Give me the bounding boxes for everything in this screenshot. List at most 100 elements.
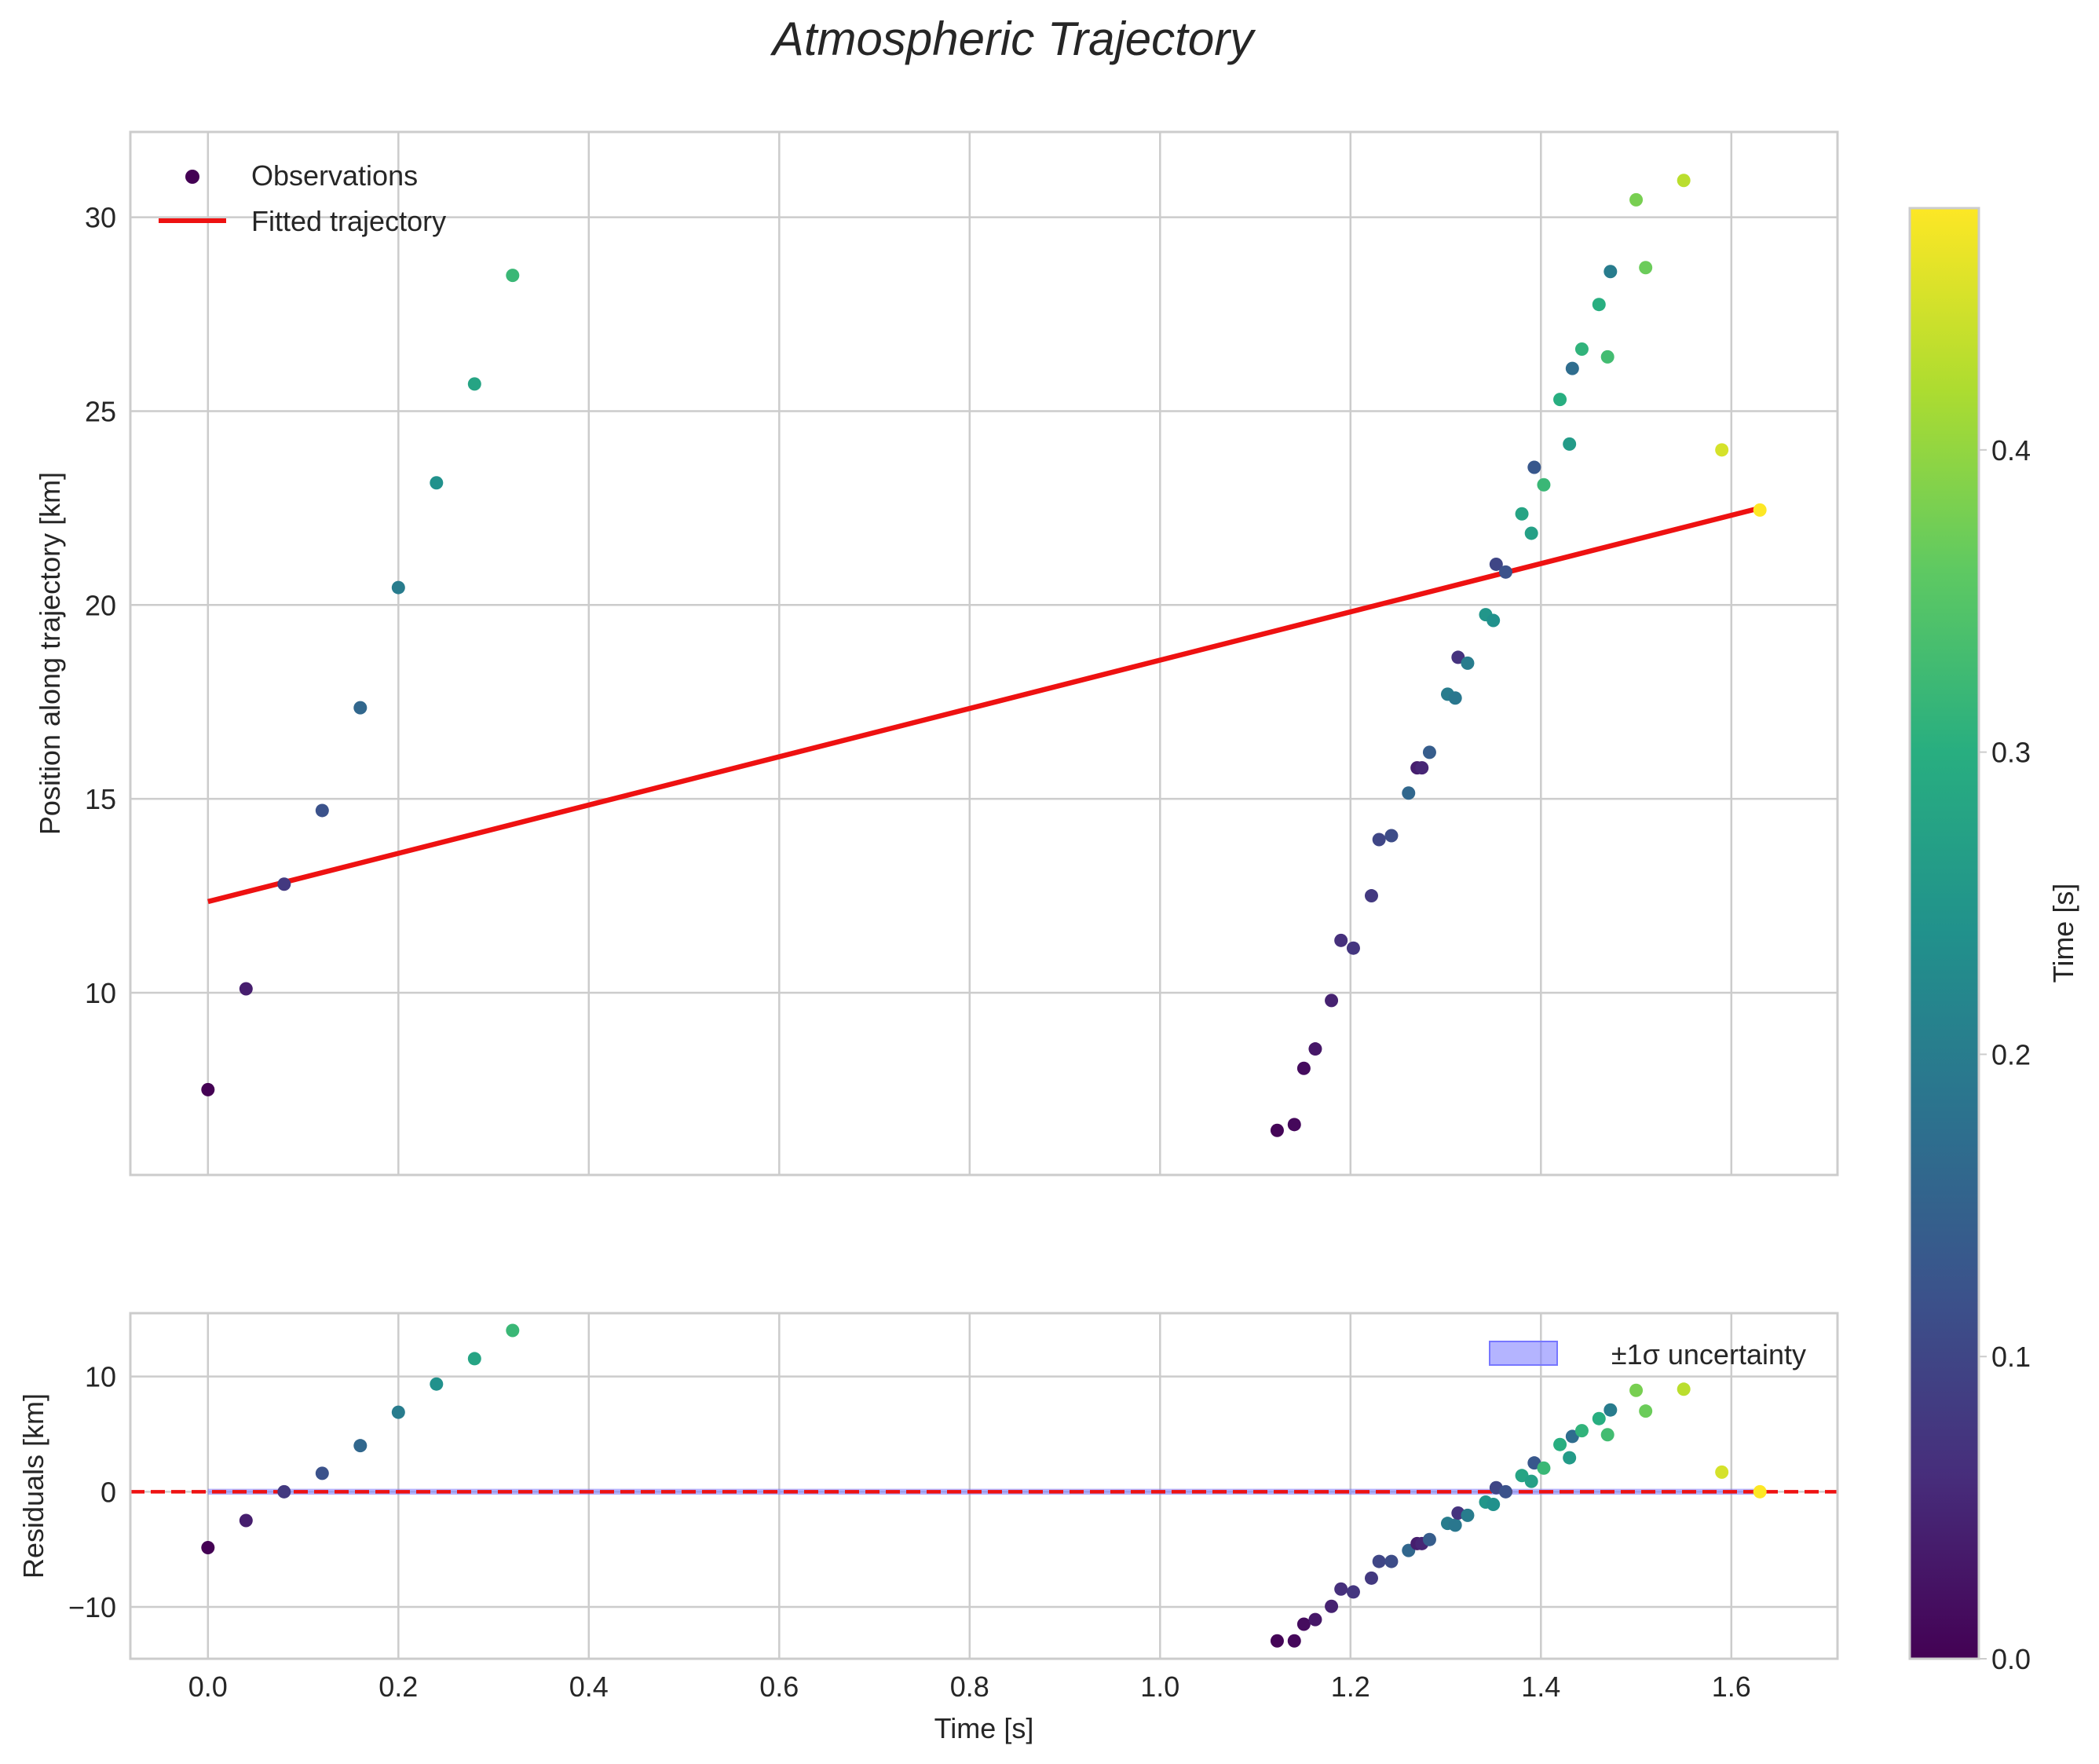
colorbar-tick-label: 0.4 — [1991, 434, 2031, 467]
observation-point — [1372, 833, 1386, 847]
observation-point — [277, 877, 291, 891]
residual-point — [430, 1377, 444, 1391]
observation-point — [1565, 361, 1579, 375]
x-tick-label: 0.2 — [378, 1671, 418, 1703]
x-tick-label: 0.8 — [950, 1671, 989, 1703]
observation-point — [467, 377, 481, 391]
residual-point — [1325, 1599, 1339, 1613]
observation-point — [1527, 460, 1541, 474]
legend-fit-label: Fitted trajectory — [251, 205, 446, 237]
uncertainty-band-area — [207, 1488, 1761, 1495]
observation-point — [1325, 994, 1339, 1008]
observation-point — [1600, 350, 1614, 364]
observation-point — [353, 701, 368, 715]
legend-observations-marker — [185, 170, 199, 184]
observation-point — [1270, 1123, 1284, 1137]
residual-point — [1753, 1484, 1767, 1499]
residuals-y-tick-label: 10 — [85, 1361, 116, 1393]
observation-point — [1334, 933, 1348, 947]
observation-point — [1287, 1118, 1301, 1132]
colorbar: 0.0 0.1 0.2 0.3 0.4 Time [s] — [1908, 207, 2079, 1675]
residuals-gridlines — [130, 1313, 1838, 1659]
legend-uncertainty-swatch — [1489, 1341, 1558, 1366]
residual-point — [1384, 1554, 1399, 1568]
residual-point — [239, 1513, 253, 1528]
main-legend: Observations Fitted trajectory — [159, 159, 446, 237]
observation-point — [1629, 192, 1644, 207]
residual-points — [201, 1323, 1767, 1648]
x-tick-label: 1.4 — [1521, 1671, 1560, 1703]
main-panel: 10 15 20 25 30 Position along trajectory [km… — [34, 130, 1839, 1177]
main-y-tick-label: 30 — [85, 202, 116, 234]
fitted-trajectory-line — [207, 505, 1761, 905]
observation-point — [1677, 174, 1691, 188]
residual-point — [1334, 1582, 1348, 1596]
residual-point — [1592, 1411, 1606, 1425]
residual-point — [1287, 1634, 1301, 1648]
residual-point — [1372, 1554, 1386, 1568]
observation-point — [1563, 437, 1577, 451]
x-axis-label: Time [s] — [934, 1712, 1034, 1744]
residual-point — [1422, 1532, 1436, 1546]
observation-point — [1448, 691, 1462, 705]
observation-point — [1296, 1061, 1311, 1075]
observation-point — [1537, 478, 1551, 492]
observation-point — [430, 476, 444, 490]
colorbar-tick-labels: 0.0 0.1 0.2 0.3 0.4 — [1979, 434, 2031, 1675]
fitted-trajectory — [207, 505, 1761, 905]
residual-point — [1498, 1484, 1512, 1499]
residuals-panel: −10 0 10 0.0 0.2 0.4 0.6 0.8 1.0 1.2 1.4 1.6 Resid… — [17, 1312, 1839, 1744]
observation-point — [1639, 261, 1653, 275]
observation-point — [1489, 557, 1503, 571]
legend-uncertainty-label: ±1σ uncertainty — [1611, 1338, 1806, 1371]
residuals-axes-frame — [129, 1312, 1839, 1660]
residual-point — [1553, 1437, 1567, 1451]
residual-point — [1574, 1424, 1589, 1438]
main-axes-frame — [129, 130, 1839, 1177]
observation-point — [1604, 265, 1618, 279]
main-y-tick-label: 10 — [85, 977, 116, 1009]
main-y-tick-label: 20 — [85, 589, 116, 621]
observation-point — [1422, 745, 1436, 759]
residuals-y-tick-label: 0 — [101, 1476, 116, 1508]
x-tick-labels: 0.0 0.2 0.4 0.6 0.8 1.0 1.2 1.4 1.6 — [188, 1671, 1751, 1703]
observation-point — [1553, 393, 1567, 407]
residual-point — [1364, 1571, 1378, 1585]
colorbar-tick-label: 0.1 — [1991, 1341, 2031, 1373]
residual-point — [201, 1540, 215, 1554]
residual-point — [1524, 1474, 1538, 1488]
residual-point — [1629, 1383, 1644, 1397]
residual-point — [1677, 1382, 1691, 1396]
residuals-y-tick-labels: −10 0 10 — [68, 1361, 116, 1623]
residual-point — [1308, 1612, 1322, 1627]
x-tick-label: 1.6 — [1712, 1671, 1751, 1703]
residual-point — [277, 1484, 291, 1499]
residual-point — [391, 1405, 405, 1419]
residual-point — [1600, 1428, 1614, 1442]
chart-title: Atmospheric Trajectory — [770, 13, 1256, 65]
residual-point — [1346, 1585, 1360, 1599]
observation-point — [1753, 503, 1767, 517]
observation-point — [1364, 889, 1378, 903]
main-y-tick-label: 15 — [85, 783, 116, 815]
residual-point — [1270, 1634, 1284, 1648]
main-y-tick-labels: 10 15 20 25 30 — [85, 202, 116, 1009]
residual-point — [1604, 1403, 1618, 1417]
x-tick-label: 0.4 — [569, 1671, 609, 1703]
residual-point — [1563, 1451, 1577, 1465]
colorbar-tick-label: 0.2 — [1991, 1038, 2031, 1070]
observation-point — [1515, 507, 1529, 521]
residual-point — [353, 1439, 368, 1453]
observation-point — [1384, 829, 1399, 843]
observation-point — [1524, 526, 1538, 540]
colorbar-tick-label: 0.0 — [1991, 1643, 2031, 1675]
x-tick-label: 0.0 — [188, 1671, 228, 1703]
colorbar-tick-label: 0.3 — [1991, 737, 2031, 769]
residual-point — [1448, 1518, 1462, 1532]
observation-point — [1574, 342, 1589, 356]
residuals-y-tick-label: −10 — [68, 1591, 116, 1623]
observation-point — [1461, 656, 1475, 670]
observation-point — [201, 1082, 215, 1096]
observation-point — [1592, 298, 1606, 312]
observation-point — [1498, 565, 1512, 579]
